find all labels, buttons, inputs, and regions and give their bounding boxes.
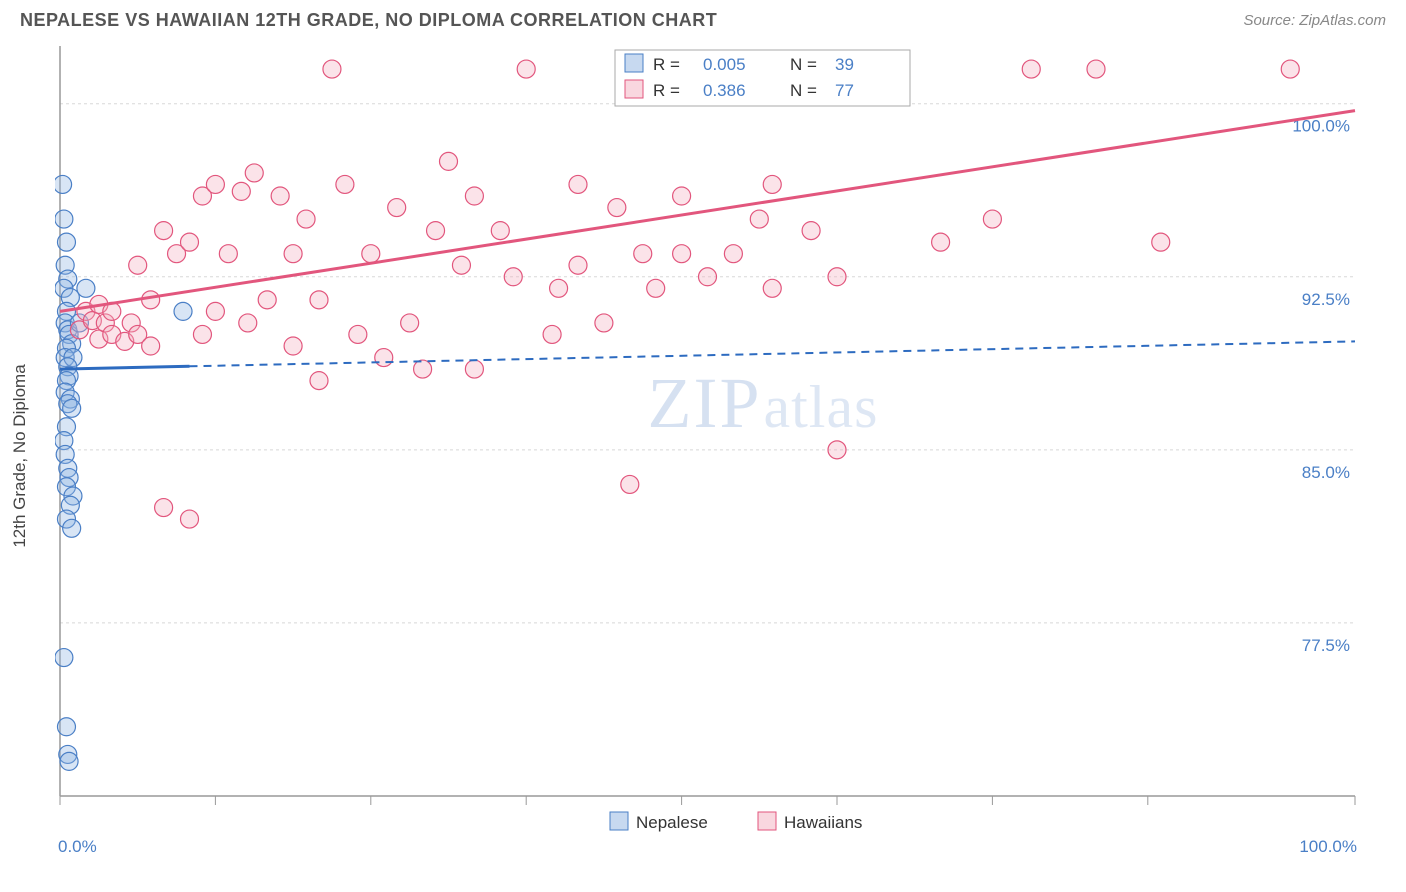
data-point <box>634 245 652 263</box>
series-legend-label: Hawaiians <box>784 813 862 832</box>
data-point <box>621 475 639 493</box>
y-axis-label: 12th Grade, No Diploma <box>10 364 30 547</box>
data-point <box>206 175 224 193</box>
data-point <box>375 349 393 367</box>
trend-line-extrap <box>190 341 1356 366</box>
data-point <box>155 499 173 517</box>
data-point <box>465 360 483 378</box>
data-point <box>543 325 561 343</box>
legend-swatch <box>758 812 776 830</box>
data-point <box>828 441 846 459</box>
data-point <box>932 233 950 251</box>
data-point <box>388 199 406 217</box>
data-point <box>608 199 626 217</box>
data-point <box>271 187 289 205</box>
data-point <box>142 337 160 355</box>
data-point <box>504 268 522 286</box>
legend-swatch <box>610 812 628 830</box>
data-point <box>763 175 781 193</box>
data-point <box>427 222 445 240</box>
data-point <box>724 245 742 263</box>
data-point <box>206 302 224 320</box>
x-tick-label: 0.0% <box>58 837 97 856</box>
legend-n-label: N = <box>790 81 817 100</box>
data-point <box>129 256 147 274</box>
data-point <box>219 245 237 263</box>
data-point <box>245 164 263 182</box>
data-point <box>181 233 199 251</box>
data-point <box>174 302 192 320</box>
y-tick-label: 92.5% <box>1302 290 1350 309</box>
data-point <box>297 210 315 228</box>
x-tick-label: 100.0% <box>1299 837 1357 856</box>
data-point <box>828 268 846 286</box>
source-label: Source: ZipAtlas.com <box>1243 12 1386 29</box>
data-point <box>155 222 173 240</box>
data-point <box>595 314 613 332</box>
legend-swatch <box>625 54 643 72</box>
legend-r-value: 0.005 <box>703 55 746 74</box>
data-point <box>452 256 470 274</box>
data-point <box>63 399 81 417</box>
data-point <box>310 372 328 390</box>
data-point <box>569 175 587 193</box>
data-point <box>323 60 341 78</box>
data-point <box>569 256 587 274</box>
data-point <box>55 210 73 228</box>
data-point <box>57 233 75 251</box>
data-point <box>763 279 781 297</box>
legend-n-label: N = <box>790 55 817 74</box>
data-point <box>310 291 328 309</box>
data-point <box>284 337 302 355</box>
data-point <box>57 718 75 736</box>
data-point <box>550 279 568 297</box>
data-point <box>673 187 691 205</box>
data-point <box>1281 60 1299 78</box>
data-point <box>55 649 73 667</box>
legend-r-label: R = <box>653 55 680 74</box>
trend-line <box>60 366 190 369</box>
data-point <box>750 210 768 228</box>
data-point <box>673 245 691 263</box>
data-point <box>55 175 72 193</box>
legend-r-value: 0.386 <box>703 81 746 100</box>
data-point <box>349 325 367 343</box>
data-point <box>60 752 78 770</box>
data-point <box>232 182 250 200</box>
data-point <box>491 222 509 240</box>
data-point <box>401 314 419 332</box>
data-point <box>1152 233 1170 251</box>
data-point <box>802 222 820 240</box>
data-point <box>414 360 432 378</box>
chart-title: NEPALESE VS HAWAIIAN 12TH GRADE, NO DIPL… <box>20 10 717 31</box>
data-point <box>142 291 160 309</box>
legend-n-value: 77 <box>835 81 854 100</box>
data-point <box>258 291 276 309</box>
data-point <box>336 175 354 193</box>
legend-swatch <box>625 80 643 98</box>
data-point <box>983 210 1001 228</box>
legend-n-value: 39 <box>835 55 854 74</box>
data-point <box>193 325 211 343</box>
watermark: ZIPatlas <box>648 363 879 443</box>
data-point <box>284 245 302 263</box>
data-point <box>63 519 81 537</box>
y-tick-label: 85.0% <box>1302 463 1350 482</box>
data-point <box>517 60 535 78</box>
correlation-scatter-chart: 100.0%92.5%85.0%77.5%ZIPatlas0.0%100.0%R… <box>55 36 1375 876</box>
data-point <box>181 510 199 528</box>
data-point <box>239 314 257 332</box>
legend-r-label: R = <box>653 81 680 100</box>
series-legend-label: Nepalese <box>636 813 708 832</box>
data-point <box>465 187 483 205</box>
data-point <box>1022 60 1040 78</box>
data-point <box>362 245 380 263</box>
data-point <box>77 279 95 297</box>
y-tick-label: 77.5% <box>1302 636 1350 655</box>
data-point <box>699 268 717 286</box>
data-point <box>440 152 458 170</box>
data-point <box>647 279 665 297</box>
data-point <box>1087 60 1105 78</box>
